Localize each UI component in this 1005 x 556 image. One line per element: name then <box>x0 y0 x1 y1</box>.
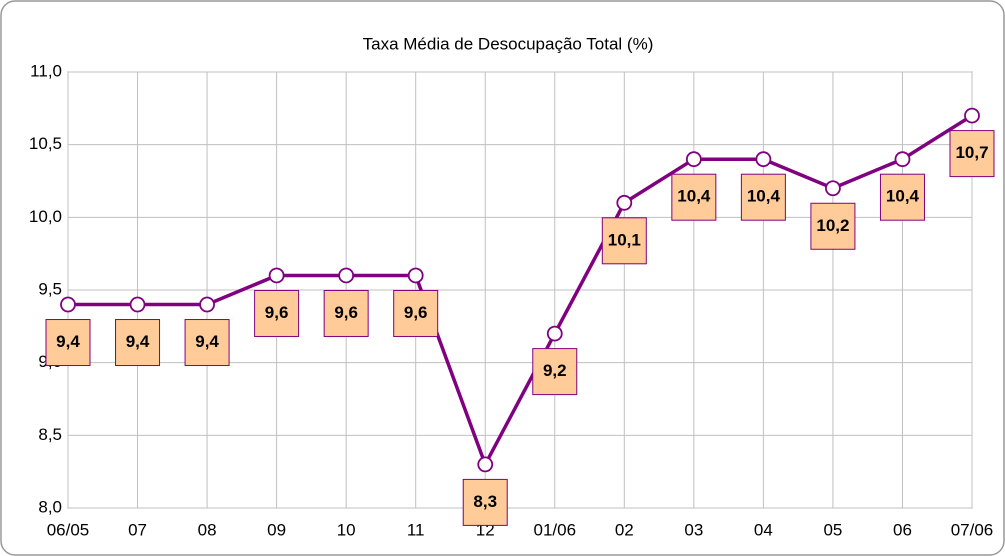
value-label-box <box>184 319 230 367</box>
data-point <box>268 267 285 284</box>
x-tick-label: 02 <box>615 520 634 539</box>
y-tick-label: 10,0 <box>29 207 62 226</box>
x-tick-label: 08 <box>198 520 217 539</box>
value-label-box <box>393 289 439 337</box>
value-label: 9,4 <box>195 332 219 351</box>
y-tick-label: 11,0 <box>30 61 62 80</box>
value-label-box <box>45 319 91 367</box>
chart-title: Taxa Média de Desocupação Total (%) <box>363 34 654 53</box>
x-tick-label: 11 <box>407 520 425 539</box>
value-label-box <box>532 348 578 396</box>
value-label: 9,6 <box>265 303 289 322</box>
value-label-box <box>740 173 786 221</box>
x-tick-label: 09 <box>267 520 286 539</box>
value-label: 9,4 <box>56 332 80 351</box>
data-point <box>825 180 841 197</box>
x-tick-label: 07 <box>128 520 147 539</box>
y-tick-label: 8,0 <box>38 497 62 516</box>
data-point <box>894 151 911 168</box>
value-label-box <box>115 319 161 367</box>
data-point <box>546 325 563 342</box>
data-point <box>616 194 633 211</box>
data-point <box>477 456 494 473</box>
value-label-box <box>254 289 300 337</box>
data-point <box>338 267 355 284</box>
value-label-box <box>810 202 856 250</box>
value-label-box <box>323 289 369 337</box>
value-label: 10,4 <box>747 187 781 206</box>
value-label: 10,1 <box>608 230 641 249</box>
value-label: 9,4 <box>126 332 150 351</box>
data-point <box>755 151 772 168</box>
value-label: 10,7 <box>955 143 988 162</box>
data-point <box>685 151 702 168</box>
value-label-box <box>601 217 647 265</box>
data-point <box>199 296 215 313</box>
x-tick-label: 10 <box>337 520 356 539</box>
value-label-box <box>671 173 717 221</box>
value-label-box <box>879 173 925 221</box>
series-line <box>68 114 973 469</box>
x-tick-label: 06/05 <box>47 520 90 539</box>
data-point <box>407 267 424 284</box>
x-tick-label: 05 <box>823 520 842 539</box>
value-label: 10,4 <box>677 187 711 206</box>
data-point <box>60 296 76 313</box>
value-label: 9,2 <box>543 361 567 380</box>
x-tick-label: 01/06 <box>533 520 576 539</box>
value-label-box <box>949 130 995 178</box>
y-tick-label: 9,5 <box>38 279 62 298</box>
data-point <box>964 107 980 124</box>
value-label: 9,6 <box>334 303 358 322</box>
value-label: 8,3 <box>473 492 497 511</box>
y-tick-label: 10,5 <box>29 134 62 153</box>
value-label: 10,4 <box>886 187 920 206</box>
x-tick-label: 03 <box>684 520 703 539</box>
value-label-box <box>462 478 508 526</box>
x-tick-label: 07/06 <box>951 520 994 539</box>
x-tick-label: 06 <box>893 520 912 539</box>
y-tick-label: 8,5 <box>38 425 62 444</box>
data-point <box>129 296 146 313</box>
value-label: 10,2 <box>816 216 849 235</box>
value-label: 9,6 <box>404 303 428 322</box>
x-tick-label: 04 <box>754 520 773 539</box>
